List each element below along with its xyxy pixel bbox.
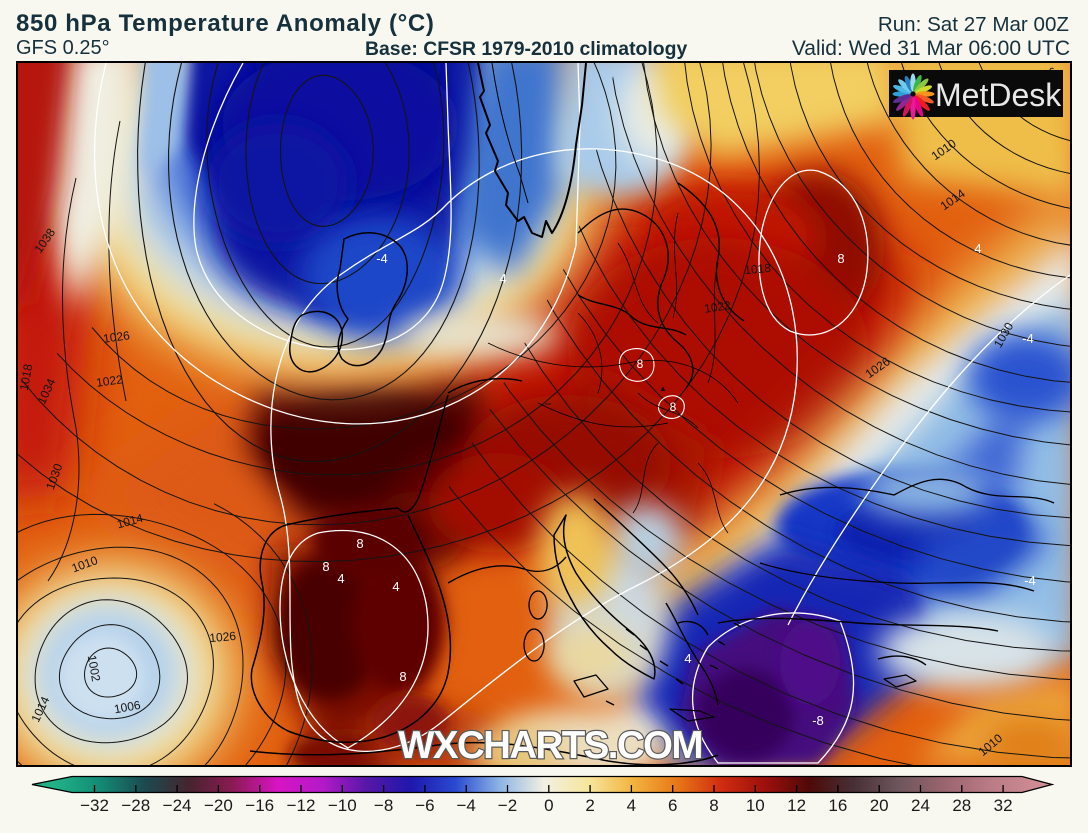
svg-text:-4: -4 xyxy=(1022,331,1034,346)
svg-text:1018: 1018 xyxy=(18,363,35,392)
svg-text:4: 4 xyxy=(392,579,399,594)
svg-text:1018: 1018 xyxy=(744,261,772,277)
svg-text:4: 4 xyxy=(499,271,506,286)
svg-text:8: 8 xyxy=(670,400,677,414)
svg-text:▲: ▲ xyxy=(659,384,667,393)
svg-text:8: 8 xyxy=(322,559,329,574)
svg-text:1026: 1026 xyxy=(102,328,131,346)
svg-text:8: 8 xyxy=(356,536,363,551)
svg-text:4: 4 xyxy=(974,241,981,256)
svg-text:8: 8 xyxy=(837,251,844,266)
svg-text:-4: -4 xyxy=(376,251,388,266)
svg-text:1022: 1022 xyxy=(703,298,732,316)
svg-text:MetDesk: MetDesk xyxy=(935,77,1062,113)
svg-text:1026: 1026 xyxy=(209,629,237,645)
svg-text:-4: -4 xyxy=(1024,573,1036,588)
svg-text:1014: 1014 xyxy=(938,186,968,213)
svg-text:4: 4 xyxy=(337,571,344,586)
svg-text:−: − xyxy=(544,397,551,411)
svg-text:4: 4 xyxy=(684,651,691,666)
svg-text:WXCHARTS.COM: WXCHARTS.COM xyxy=(398,724,702,765)
svg-text:1006: 1006 xyxy=(113,698,142,716)
svg-text:8: 8 xyxy=(399,669,406,684)
svg-text:1022: 1022 xyxy=(95,372,124,390)
svg-text:8: 8 xyxy=(637,357,644,371)
svg-text:1014: 1014 xyxy=(115,511,145,532)
svg-text:1002: 1002 xyxy=(85,654,103,683)
svg-text:-8: -8 xyxy=(812,713,824,728)
